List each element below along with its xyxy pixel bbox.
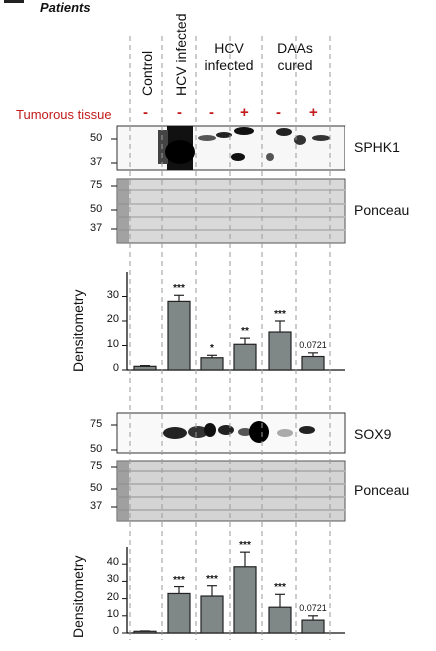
significance-label: 0.0721 — [299, 339, 327, 350]
y-tick-label: 10 — [106, 607, 119, 620]
bar — [233, 566, 257, 634]
mw-label: 50 — [90, 443, 103, 455]
sphk1-densitometry-chart — [122, 272, 345, 371]
sox9-densitometry-chart — [122, 547, 345, 634]
ponceau-blot-1 — [116, 178, 346, 244]
tumorous-tissue-label: Tumorous tissue — [16, 107, 112, 122]
significance-label: 0.0721 — [299, 602, 327, 613]
tumor-sign-6: + — [309, 104, 318, 121]
mw-ticks — [111, 138, 117, 508]
group-label-hcv-infected: HCV infected — [173, 13, 189, 96]
panel-title: Patients — [40, 0, 91, 15]
mw-label: 50 — [90, 132, 103, 144]
tumor-sign-5: - — [276, 104, 281, 121]
significance-label: * — [210, 343, 214, 355]
significance-label: *** — [274, 582, 286, 594]
tumor-sign-4: + — [240, 104, 249, 121]
mw-label: 37 — [90, 222, 103, 234]
bar — [167, 300, 191, 371]
y-tick-label: 30 — [106, 288, 119, 301]
y-tick-label: 30 — [106, 573, 119, 586]
significance-label: ** — [241, 326, 249, 338]
mw-label: 75 — [90, 460, 103, 472]
y-tick-label: 40 — [106, 556, 119, 569]
group-label-daas-line2: cured — [277, 57, 313, 73]
significance-label: *** — [173, 574, 185, 586]
tumor-sign-1: - — [143, 104, 148, 121]
ponceau-label-2: Ponceau — [354, 482, 410, 498]
sox9-bands — [163, 421, 315, 443]
y-tick-label: 20 — [106, 313, 119, 325]
mw-label: 50 — [90, 482, 103, 494]
bar — [133, 365, 157, 371]
y-tick-label: 20 — [106, 590, 119, 603]
bar — [301, 619, 325, 634]
sox9-label: SOX9 — [354, 426, 392, 442]
y-tick-label: 10 — [106, 337, 119, 350]
chart1-ylabel: Densitometry — [70, 289, 86, 372]
significance-label: *** — [239, 540, 251, 552]
group-label-daas-line1: DAAs — [277, 40, 313, 56]
ponceau-2-lanes — [117, 470, 345, 511]
ponceau-label-1: Ponceau — [354, 202, 410, 218]
bar — [268, 331, 292, 371]
chart2-ylabel: Densitometry — [70, 555, 86, 638]
y-tick-label: 0 — [112, 625, 119, 637]
lane-guides — [129, 36, 331, 640]
bar — [200, 357, 224, 371]
tumor-sign-2: - — [177, 104, 182, 121]
mw-label: 75 — [90, 179, 103, 191]
panel-marker — [4, 0, 24, 3]
bar — [167, 592, 191, 634]
significance-label: *** — [206, 573, 218, 585]
significance-label: *** — [274, 309, 286, 320]
mw-label: 50 — [90, 203, 103, 215]
y-tick-label: 0 — [112, 362, 119, 374]
ponceau-1-lanes — [117, 189, 345, 231]
mw-label: 75 — [90, 418, 103, 430]
significance-label: *** — [173, 283, 185, 295]
bar — [233, 343, 257, 371]
group-label-control: Control — [139, 50, 155, 96]
mw-label: 37 — [90, 156, 103, 168]
bar — [268, 606, 292, 634]
sphk1-bands — [158, 126, 330, 170]
sphk1-label: SPHK1 — [354, 139, 400, 155]
bar — [301, 355, 325, 371]
bar — [133, 630, 157, 634]
group-label-hcv-line2: infected — [204, 57, 254, 73]
tumor-sign-3: - — [209, 104, 214, 121]
group-label-hcv-line1: HCV — [214, 40, 244, 56]
mw-label: 37 — [90, 500, 103, 512]
bar — [200, 595, 224, 634]
sphk1-blot — [116, 125, 346, 171]
